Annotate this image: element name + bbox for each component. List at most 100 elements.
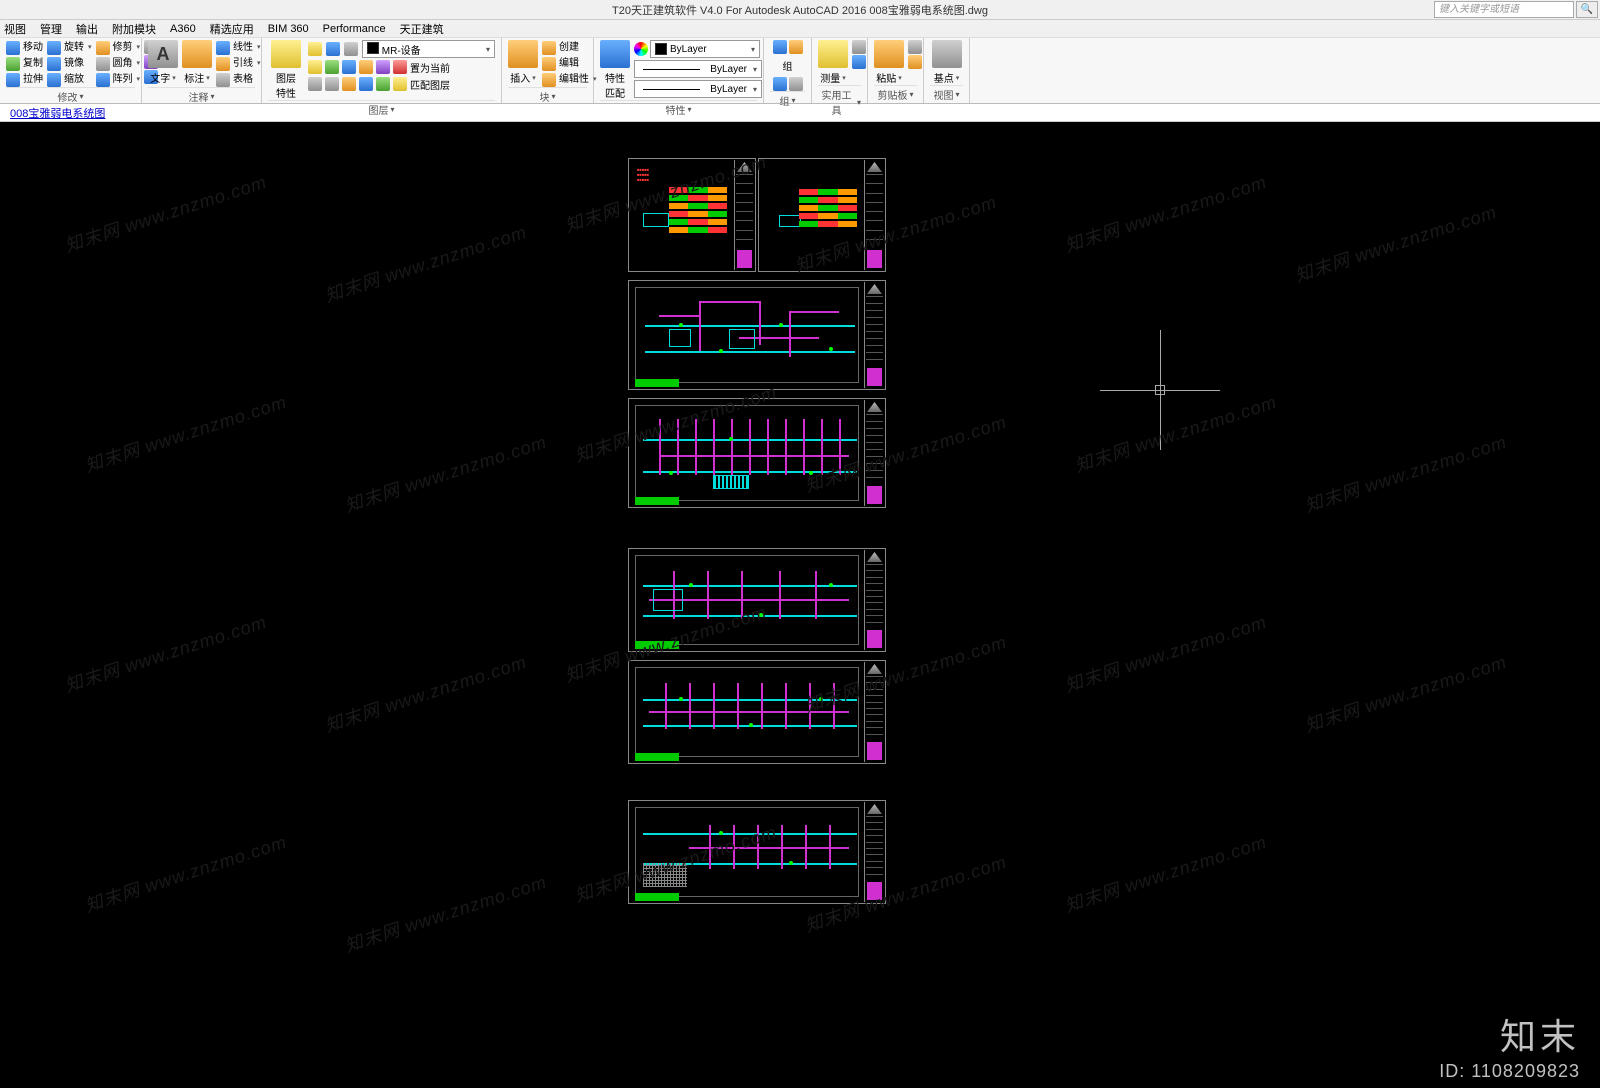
move-icon <box>6 41 20 55</box>
color-combo[interactable]: ByLayer▾ <box>650 40 760 58</box>
btn-stretch[interactable]: 拉伸 <box>6 72 43 87</box>
watermark-text: 知末网 www.znzmo.com <box>1301 648 1510 738</box>
linear-icon <box>216 41 230 55</box>
ly6-icon[interactable] <box>393 60 407 74</box>
document-tab[interactable]: 008宝雅弱电系统图 <box>4 105 111 121</box>
watermark-text: 知末网 www.znzmo.com <box>81 828 290 918</box>
sheet-plan-4 <box>628 660 886 764</box>
btn-create-block[interactable]: 创建 <box>542 40 597 55</box>
group3-icon[interactable] <box>773 77 787 91</box>
btn-leader[interactable]: 引线 <box>216 56 261 71</box>
watermark-text: 知末网 www.znzmo.com <box>321 218 530 308</box>
color-wheel-icon[interactable] <box>634 42 648 56</box>
ly12-icon[interactable] <box>393 77 407 91</box>
ly3-icon[interactable] <box>342 60 356 74</box>
menu-tangent[interactable]: 天正建筑 <box>400 21 444 37</box>
ly8-icon[interactable] <box>325 77 339 91</box>
btn-copy[interactable]: 复制 <box>6 56 43 71</box>
btn-fillet[interactable]: 圆角 <box>96 56 141 71</box>
lineweight-combo[interactable]: ByLayer▾ <box>634 60 762 78</box>
editattr-icon <box>542 73 556 87</box>
btn-basepoint[interactable]: 基点 <box>930 40 963 85</box>
layer-combo[interactable]: MR-设备▾ <box>362 40 495 58</box>
panel-clipboard: 粘贴 剪贴板▾ <box>868 38 924 103</box>
btn-edit-block[interactable]: 编辑 <box>542 56 597 71</box>
btn-insert[interactable]: 插入 <box>508 40 538 85</box>
menu-addins[interactable]: 附加模块 <box>112 21 156 37</box>
sheet-plan-2 <box>628 398 886 508</box>
fillet-icon <box>96 57 110 71</box>
util-e2-icon[interactable] <box>852 55 866 69</box>
menu-performance[interactable]: Performance <box>323 23 386 35</box>
ly4-icon[interactable] <box>359 60 373 74</box>
lock-icon[interactable] <box>344 42 358 56</box>
watermark-text: 知末网 www.znzmo.com <box>1061 828 1270 918</box>
editblock-icon <box>542 57 556 71</box>
scale-icon <box>47 73 61 87</box>
drawing-canvas[interactable]: ■■■■■■■■■■■■■■■ <box>0 122 1600 1088</box>
btn-layer-props[interactable]: 图层 特性 <box>268 40 304 100</box>
watermark-brand: 知末 <box>1500 1008 1580 1060</box>
bulb-icon[interactable] <box>308 42 322 56</box>
cut-icon[interactable] <box>908 40 922 54</box>
sheet-system-1: ■■■■■■■■■■■■■■■ <box>628 158 756 272</box>
btn-paste[interactable]: 粘贴 <box>874 40 904 85</box>
btn-trim[interactable]: 修剪 <box>96 40 141 55</box>
watermark-text: 知末网 www.znzmo.com <box>1301 428 1510 518</box>
btn-text[interactable]: A 文字 <box>148 40 178 85</box>
help-search-input[interactable]: 键入关键字或短语 <box>1434 1 1574 18</box>
ly10-icon[interactable] <box>359 77 373 91</box>
btn-scale[interactable]: 缩放 <box>47 72 92 87</box>
sheet-plan-1 <box>628 280 886 390</box>
copy-clip-icon[interactable] <box>908 55 922 69</box>
menu-bim360[interactable]: BIM 360 <box>268 23 309 35</box>
panel-layers: 图层 特性 MR-设备▾ 置为 <box>262 38 502 103</box>
menu-a360[interactable]: A360 <box>170 23 196 35</box>
dim-icon <box>182 40 212 68</box>
btn-move[interactable]: 移动 <box>6 40 43 55</box>
group1-icon[interactable] <box>773 40 787 54</box>
btn-array[interactable]: 阵列 <box>96 72 141 87</box>
btn-group[interactable]: 组 <box>783 58 793 73</box>
panel-properties: 特性 匹配 ByLayer▾ ByLayer▾ ByLayer▾ 特性▾ <box>594 38 764 103</box>
ly5-icon[interactable] <box>376 60 390 74</box>
stretch-icon <box>6 73 20 87</box>
btn-editattr[interactable]: 编辑性 <box>542 72 597 87</box>
ly11-icon[interactable] <box>376 77 390 91</box>
createblock-icon <box>542 41 556 55</box>
basepoint-icon <box>932 40 962 68</box>
matchprops-icon <box>600 40 630 68</box>
menu-manage[interactable]: 管理 <box>40 21 62 37</box>
btn-setcurrent[interactable]: 置为当前 <box>410 60 450 75</box>
btn-linear[interactable]: 线性 <box>216 40 261 55</box>
linetype-combo[interactable]: ByLayer▾ <box>634 80 762 98</box>
group4-icon[interactable] <box>789 77 803 91</box>
watermark-text: 知末网 www.znzmo.com <box>341 428 550 518</box>
btn-table[interactable]: 表格 <box>216 72 261 87</box>
menu-featured[interactable]: 精选应用 <box>210 21 254 37</box>
menu-view[interactable]: 视图 <box>4 21 26 37</box>
watermark-text: 知末网 www.znzmo.com <box>1071 388 1280 478</box>
watermark-text: 知末网 www.znzmo.com <box>81 388 290 478</box>
ly7-icon[interactable] <box>308 77 322 91</box>
watermark-text: 知末网 www.znzmo.com <box>1291 198 1500 288</box>
btn-rotate[interactable]: 旋转 <box>47 40 92 55</box>
ly1-icon[interactable] <box>308 60 322 74</box>
ly9-icon[interactable] <box>342 77 356 91</box>
btn-matchlayer[interactable]: 匹配图层 <box>410 77 450 92</box>
util-e1-icon[interactable] <box>852 40 866 54</box>
btn-mirror[interactable]: 镜像 <box>47 56 92 71</box>
panel-block: 插入 创建 编辑 编辑性 块▾ <box>502 38 594 103</box>
menu-output[interactable]: 输出 <box>76 21 98 37</box>
group2-icon[interactable] <box>789 40 803 54</box>
btn-measure[interactable]: 测量 <box>818 40 848 85</box>
sheet-plan-5 <box>628 800 886 904</box>
btn-matchprops[interactable]: 特性 匹配 <box>600 40 630 100</box>
btn-dim[interactable]: 标注 <box>182 40 212 85</box>
panel-group: 组 组▾ <box>764 38 812 103</box>
freeze-icon[interactable] <box>326 42 340 56</box>
panel-utilities: 测量 实用工具▾ <box>812 38 868 103</box>
ly2-icon[interactable] <box>325 60 339 74</box>
sheet-system-2 <box>758 158 886 272</box>
help-search-button[interactable]: 🔍 <box>1576 1 1598 18</box>
